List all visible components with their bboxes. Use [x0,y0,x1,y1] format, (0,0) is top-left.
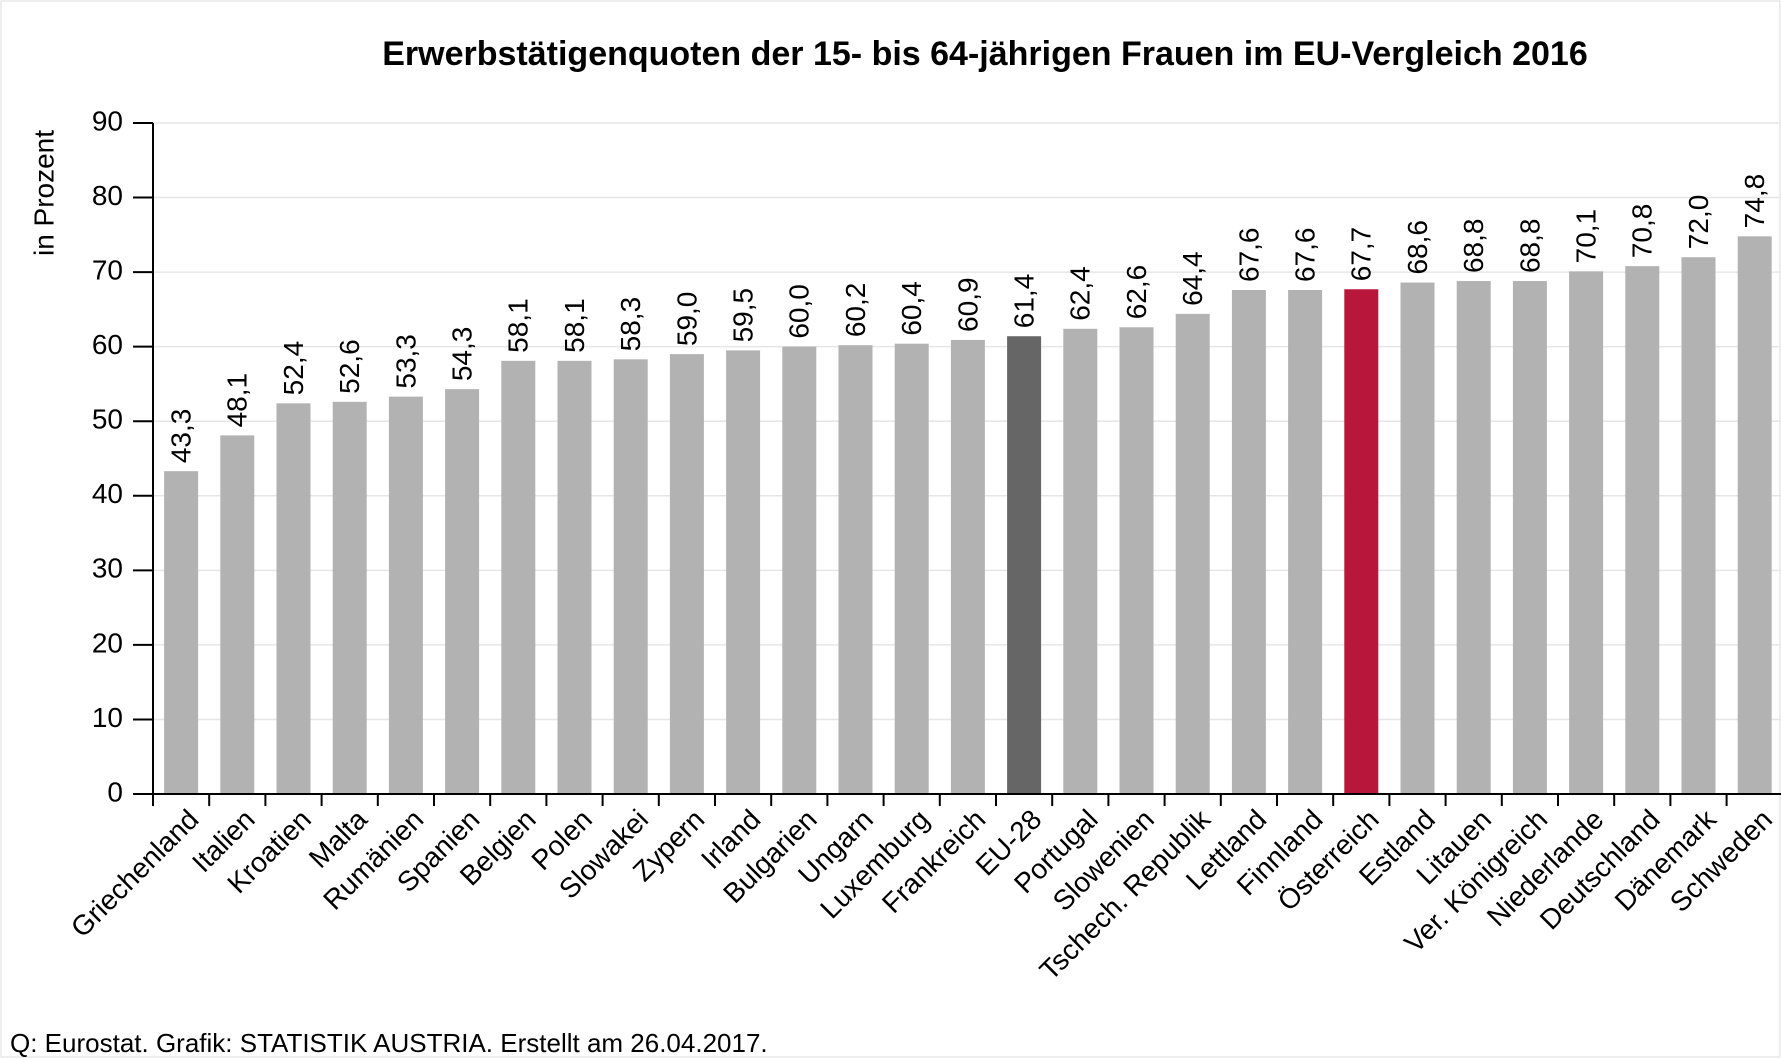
value-label: 68,8 [1458,219,1489,274]
bar [894,343,929,794]
value-label: 72,0 [1683,195,1714,250]
value-label: 59,5 [727,288,758,343]
bar [1569,271,1604,794]
value-label: 52,6 [334,339,365,394]
y-tick-label: 0 [107,776,123,807]
value-label: 58,3 [615,297,646,352]
bar [1681,257,1716,794]
value-label: 62,4 [1065,266,1096,321]
bar [726,350,761,794]
bar [950,339,985,794]
value-label: 67,6 [1289,228,1320,283]
value-label: 60,4 [896,281,927,336]
bar [838,345,873,794]
value-label: 61,4 [1008,274,1039,329]
value-label: 67,6 [1233,228,1264,283]
bar [613,359,648,794]
bar [164,471,199,794]
value-label: 43,3 [165,409,196,464]
bar [445,389,480,794]
y-tick-label: 70 [92,255,123,286]
y-tick-label: 90 [92,105,123,136]
y-tick-label: 10 [92,702,123,733]
bar [1456,281,1491,795]
y-axis-label: in Prozent [28,130,59,256]
bar [1400,282,1435,794]
bar [669,354,704,794]
chart-title: Erwerbstätigenquoten der 15- bis 64-jähr… [382,35,1587,73]
bar [782,346,817,794]
source-note: Q: Eurostat. Grafik: STATISTIK AUSTRIA. … [10,1028,768,1058]
x-tick-label: Griechenland [65,804,205,944]
bar [1231,290,1266,794]
bar [1737,236,1772,794]
bar [1512,281,1547,795]
bar [1175,313,1210,794]
value-label: 70,1 [1570,209,1601,264]
value-label: 58,1 [559,298,590,353]
value-label: 59,0 [671,292,702,347]
bar [388,396,423,794]
value-label: 67,7 [1346,227,1377,282]
value-label: 68,8 [1514,219,1545,274]
bar [220,435,255,794]
value-label: 48,1 [222,373,253,428]
value-label: 62,6 [1121,265,1152,320]
value-label: 64,4 [1177,251,1208,306]
bar [332,401,367,794]
bar [1288,290,1323,794]
value-label: 60,0 [784,284,815,339]
y-tick-label: 50 [92,404,123,435]
value-label: 52,4 [278,341,309,396]
value-label: 54,3 [446,327,477,382]
bar [1625,266,1660,794]
bar [1344,289,1379,794]
value-label: 74,8 [1739,174,1770,229]
value-label: 68,6 [1402,220,1433,275]
y-tick-label: 40 [92,478,123,509]
value-label: 70,8 [1627,204,1658,259]
y-tick-label: 80 [92,180,123,211]
bar [501,360,536,794]
y-tick-label: 30 [92,553,123,584]
bar [557,360,592,794]
y-tick-label: 20 [92,627,123,658]
value-label: 60,9 [952,277,983,332]
value-label: 58,1 [503,298,534,353]
value-label: 53,3 [390,334,421,389]
bar [1007,336,1042,794]
y-tick-label: 60 [92,329,123,360]
bar [1063,328,1098,794]
bar [276,403,311,794]
bar [1119,327,1154,794]
value-label: 60,2 [840,283,871,338]
